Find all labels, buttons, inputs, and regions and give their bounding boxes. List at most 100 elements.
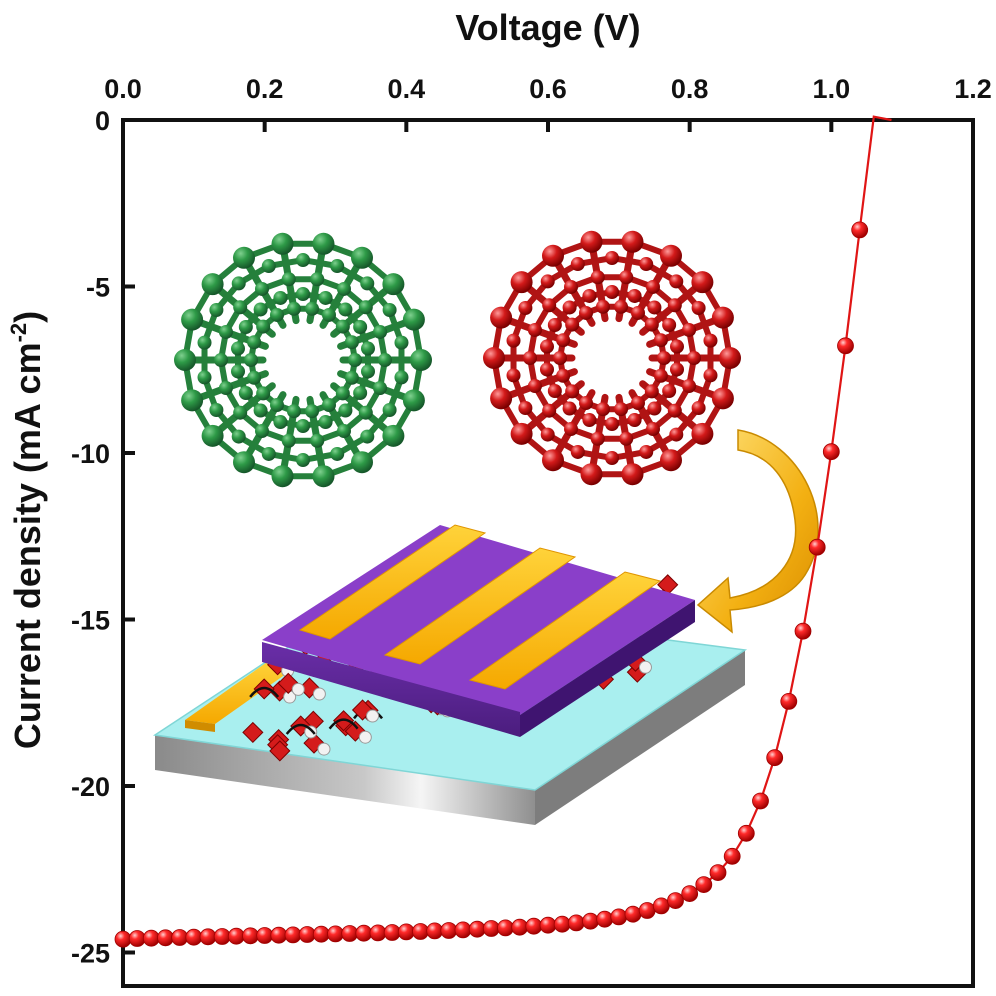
x-tick-label: 0.8 [671, 74, 709, 104]
tube-atom [646, 422, 660, 437]
tube-atom [631, 396, 645, 411]
tube-atom [647, 300, 662, 315]
tube-atom [614, 402, 629, 417]
tube-atom [619, 270, 634, 285]
tube-atom [335, 386, 350, 401]
y-tick-label: -5 [86, 273, 110, 303]
tube-atom [353, 386, 368, 400]
tube-atom [553, 351, 567, 365]
tube-atom [669, 427, 684, 442]
tube-atom [719, 347, 741, 369]
tube-atom [360, 429, 375, 444]
tube-atom [338, 403, 353, 418]
tube-atom [687, 351, 701, 365]
data-point [695, 876, 713, 893]
tube-atom [197, 370, 212, 385]
perovskite-cation [317, 742, 331, 756]
tube-atom [201, 273, 224, 296]
tube-atom [338, 302, 353, 317]
tube-atom [711, 306, 734, 329]
perovskite-cation [291, 682, 305, 696]
tube-atom [330, 446, 345, 461]
tube-atom [281, 272, 296, 287]
tube-atom [273, 290, 288, 305]
nanotube-strand [328, 718, 359, 730]
data-point [454, 921, 472, 939]
tube-atom [540, 274, 555, 289]
tube-atom [322, 398, 336, 413]
tube-atom [627, 413, 642, 428]
perovskite-cation [358, 730, 372, 744]
tube-atom [580, 230, 603, 253]
tube-atom [556, 333, 571, 348]
tube-atom [337, 281, 351, 296]
tube-atom [247, 370, 262, 385]
perovskite-cation [366, 709, 380, 723]
tube-atom [660, 449, 682, 472]
tube-atom [271, 232, 294, 255]
tube-atom [255, 281, 269, 296]
tube-atom [382, 303, 397, 317]
data-point [752, 792, 769, 810]
tube-atom [233, 451, 255, 474]
tube-atom [619, 431, 634, 446]
data-point [383, 924, 401, 941]
tube-atom [358, 405, 373, 420]
y-tick-label: -15 [71, 606, 110, 636]
tube-atom [691, 401, 706, 415]
data-point [327, 925, 344, 943]
tube-atom [318, 415, 333, 430]
tube-atom [247, 335, 262, 350]
data-point [142, 929, 160, 947]
tube-atom [691, 301, 706, 315]
jv-data-points [114, 221, 869, 948]
data-point [681, 885, 699, 902]
tube-atom [605, 285, 619, 299]
tube-atom [344, 370, 359, 385]
tube-atom [542, 298, 557, 313]
red-nanotube-illustration [483, 230, 741, 486]
green-nanotube-illustration [174, 232, 432, 488]
tube-atom [565, 317, 580, 332]
data-point [284, 926, 302, 944]
data-point [440, 922, 458, 939]
data-point [213, 928, 231, 945]
tube-atom [540, 362, 555, 377]
tube-atom [344, 335, 359, 350]
tube-atom [621, 230, 644, 253]
tube-atom [360, 364, 375, 379]
data-point [794, 622, 812, 640]
tube-atom [595, 299, 610, 314]
tube-atom [382, 424, 405, 447]
tube-atom [527, 379, 542, 394]
tube-atom [527, 322, 542, 337]
tube-atom [565, 384, 580, 399]
y-tick-label: -10 [71, 439, 110, 469]
tube-atom [353, 320, 368, 334]
x-tick-label: 0.2 [246, 74, 284, 104]
tube-atom [542, 449, 564, 472]
perovskite-octahedron [657, 574, 679, 596]
y-axis: 0 -5 -10 -15 -20 -25 [71, 106, 135, 969]
data-point [553, 915, 571, 933]
tube-atom [605, 417, 619, 431]
tube-atom [378, 353, 392, 367]
tube-atom [218, 381, 233, 396]
tube-atom [662, 384, 677, 398]
tube-atom [547, 384, 562, 398]
data-point [652, 897, 670, 915]
solar-cell-device-illustration [152, 524, 748, 825]
tube-atom [305, 404, 320, 419]
tube-atom [510, 422, 533, 445]
data-point [737, 824, 755, 842]
tube-atom [253, 403, 268, 418]
x-tick-label: 0.4 [388, 74, 426, 104]
tube-atom [564, 422, 578, 437]
tube-atom [256, 386, 271, 401]
tube-atom [201, 424, 224, 447]
tube-atom [579, 305, 593, 320]
tube-atom [286, 404, 301, 419]
data-point [723, 847, 741, 865]
x-axis: 0.0 0.2 0.4 0.6 0.8 1.0 1.2 [104, 74, 992, 132]
tube-atom [382, 403, 397, 417]
